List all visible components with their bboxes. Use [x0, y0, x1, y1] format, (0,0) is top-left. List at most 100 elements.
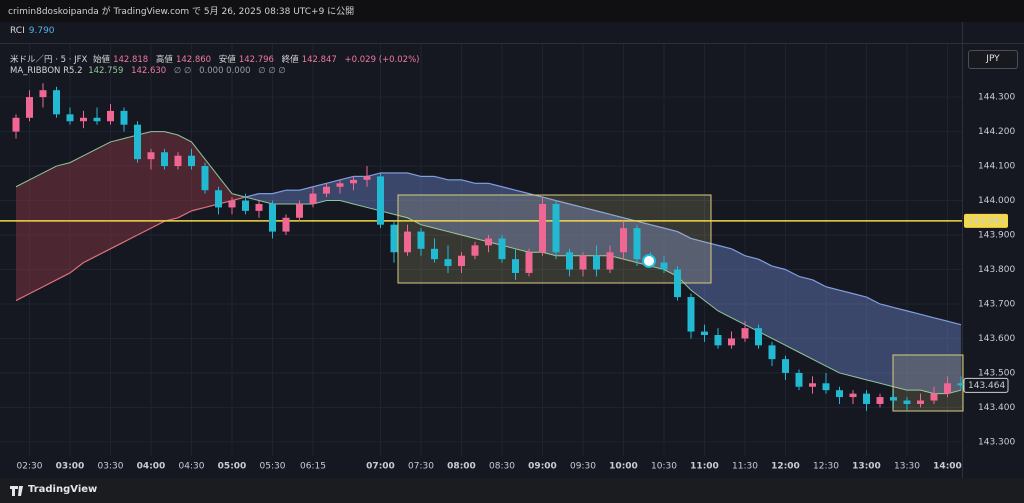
- candle-body: [431, 248, 438, 260]
- ribbon-fill: [812, 279, 826, 367]
- slow-ma-segment: [947, 320, 962, 326]
- candle-body: [215, 190, 222, 208]
- candle-body: [336, 183, 344, 187]
- candle-body: [282, 217, 290, 232]
- ribbon-fill: [421, 176, 435, 229]
- ribbon-fill: [232, 193, 246, 201]
- x-tick-label: 02:30: [17, 462, 43, 472]
- candle-body: [296, 203, 303, 218]
- x-tick-label: 05:30: [260, 462, 286, 472]
- slow-ma-segment: [461, 179, 476, 184]
- overlay-layer: 144.300 144.200 144.100 144.000 143.900 143.8…: [17, 93, 1016, 472]
- candle-body: [417, 231, 425, 249]
- y-tick-label: 143.800: [978, 265, 1015, 275]
- rci-value: 9.790: [28, 26, 55, 36]
- candle-body: [674, 269, 681, 298]
- slow-ma-segment: [650, 224, 665, 229]
- ribbon-fill: [502, 186, 516, 249]
- slow-ma-segment: [299, 186, 314, 191]
- ribbon-fill: [272, 190, 286, 204]
- x-tick-label: 08:30: [489, 462, 515, 472]
- ribbon-value: ∅ ∅: [173, 66, 192, 76]
- slow-ma-segment: [123, 234, 138, 243]
- y-tick-label: 144.000: [978, 196, 1015, 206]
- candle-body: [269, 203, 276, 232]
- slow-ma-segment: [758, 258, 773, 267]
- candle-body: [255, 203, 263, 211]
- slow-ma-segment: [366, 172, 381, 177]
- ribbon-fill: [97, 141, 111, 256]
- ribbon-name: MA_RIBBON R5.2: [10, 66, 83, 76]
- top-bar: [0, 0, 1024, 22]
- ribbon-fill: [947, 321, 961, 394]
- slow-ma-segment: [852, 293, 867, 298]
- x-tick-label: 08:00: [447, 462, 476, 472]
- ribbon-value: 142.759: [88, 66, 124, 76]
- candle-body: [39, 90, 47, 98]
- slow-ma-segment: [582, 206, 597, 212]
- candle-body: [782, 359, 789, 373]
- candle-body: [161, 152, 168, 167]
- candle-body: [579, 255, 587, 270]
- slow-ma-segment: [191, 206, 206, 212]
- candle-body: [458, 255, 465, 267]
- ribbon-fill: [691, 238, 705, 301]
- candle-body: [687, 297, 695, 332]
- candle-body: [539, 203, 546, 253]
- slow-ma-segment: [56, 272, 71, 281]
- candle-body: [512, 259, 519, 273]
- ribbon-fill: [839, 290, 853, 377]
- ribbon-fill: [16, 179, 30, 301]
- ribbon-fill: [583, 207, 597, 256]
- ribbon-fill: [407, 172, 421, 225]
- slow-ma-segment: [663, 227, 678, 233]
- slow-ma-segment: [434, 175, 449, 181]
- candle-body: [755, 328, 762, 346]
- last-price-label: 143.464: [968, 381, 1005, 391]
- x-tick-label: 12:00: [771, 462, 800, 472]
- slow-ma-segment: [245, 193, 260, 198]
- candle-body: [876, 397, 884, 404]
- slow-ma-segment: [488, 182, 503, 188]
- candle-body: [849, 393, 857, 398]
- slow-ma-segment: [569, 203, 584, 209]
- x-tick-label: 11:00: [690, 462, 719, 472]
- slow-ma-segment: [866, 296, 881, 305]
- ribbon-fill: [110, 138, 124, 249]
- candle-body: [822, 383, 830, 391]
- slow-ma-segment: [731, 248, 746, 257]
- candle-body: [323, 186, 330, 194]
- ribbon-fill: [259, 193, 273, 204]
- x-tick-label: 13:30: [894, 462, 920, 472]
- candle-body: [890, 397, 897, 401]
- slow-ma-segment: [920, 313, 935, 319]
- slow-ma-segment: [798, 275, 813, 281]
- ribbon-value: ∅ ∅ ∅: [258, 66, 286, 76]
- y-tick-label: 143.600: [978, 334, 1015, 344]
- last-price-box: [963, 377, 1009, 393]
- ribbon-fill: [718, 245, 732, 318]
- x-tick-label: 04:30: [179, 462, 205, 472]
- candle-body: [633, 228, 641, 260]
- ribbon-fill: [245, 193, 259, 201]
- ribbon-fill: [286, 190, 300, 204]
- ribbon-fill: [151, 131, 165, 229]
- currency-button[interactable]: JPY: [968, 50, 1018, 69]
- symbol-legend: 米ドル／円 · 5 · JFX 始値 142.818 高値 142.860 安値 14…: [10, 53, 424, 65]
- candle-body: [174, 155, 182, 167]
- ribbon-fill: [772, 266, 786, 346]
- ribbon-fill: [164, 131, 178, 222]
- ribbon-fill: [934, 317, 948, 394]
- ribbon-fill: [488, 183, 502, 246]
- slow-ma-segment: [636, 220, 651, 226]
- low-label: 安値: [218, 55, 236, 65]
- ribbon-fill: [83, 148, 97, 263]
- slow-ma-segment: [893, 306, 908, 312]
- candle-body: [903, 400, 911, 404]
- candle-body: [93, 117, 101, 122]
- ribbon-fill: [799, 276, 813, 360]
- x-tick-label: 13:00: [852, 462, 881, 472]
- open: 142.818: [113, 55, 149, 65]
- y-tick-label: 143.300: [978, 437, 1015, 447]
